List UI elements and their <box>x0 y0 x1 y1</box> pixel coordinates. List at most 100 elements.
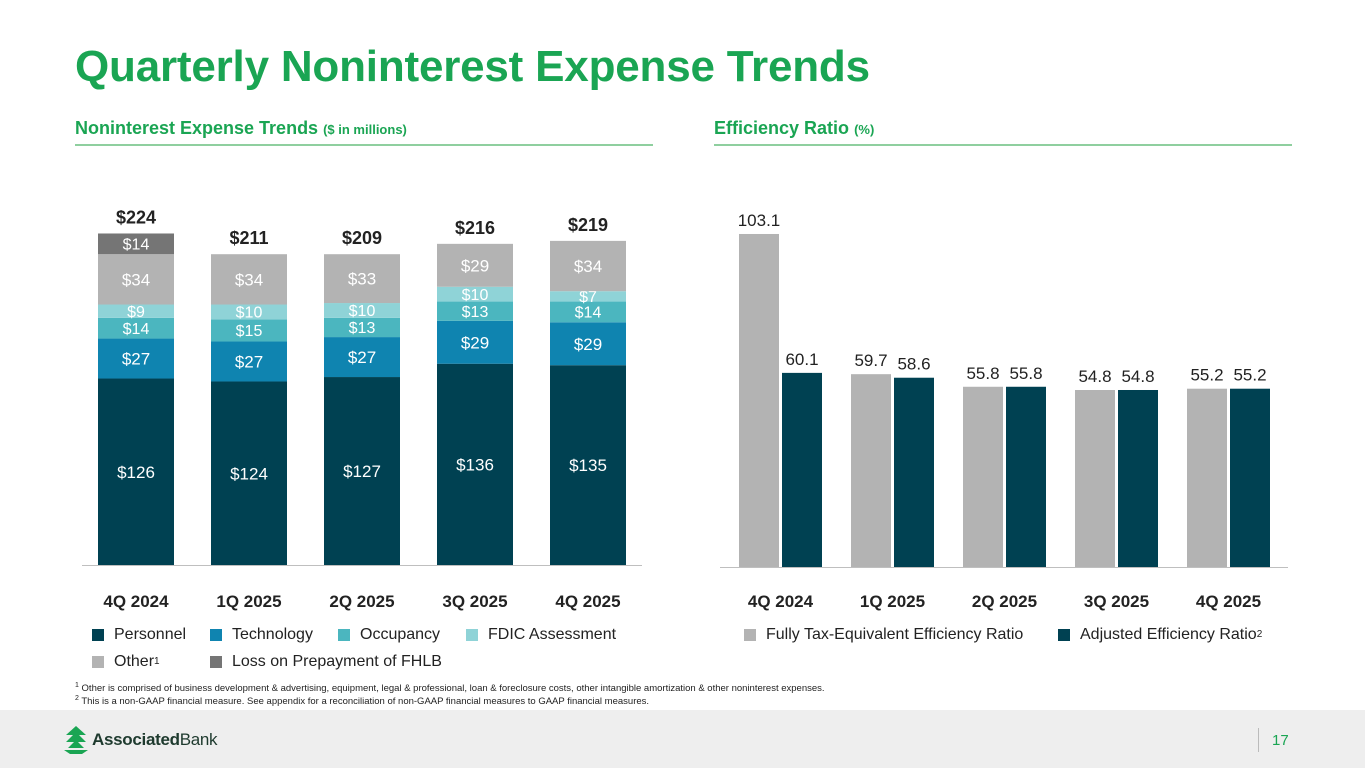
stack-segment-other-4q-2024 <box>98 254 174 305</box>
stack-segment-other-2q-2025 <box>324 254 400 304</box>
total-label-4q-2024: $224 <box>116 207 156 227</box>
legend-swatch-fhlb <box>210 656 222 668</box>
x-tick-right-4q-2024: 4Q 2024 <box>748 592 814 611</box>
segment-label-occupancy-4q-2025: $14 <box>575 305 602 322</box>
segment-label-occupancy-2q-2025: $13 <box>349 320 376 337</box>
x-tick-left-3q-2025: 3Q 2025 <box>442 592 507 611</box>
efficiency-bar-adjusted-efficiency-ratio-2q-2025 <box>1006 386 1046 567</box>
page-number: 17 <box>1272 732 1289 749</box>
stack-segment-fdic-assessment-3q-2025 <box>437 286 513 302</box>
efficiency-label-fully-tax-equivalent-efficiency-ratio-4q-2025: 55.2 <box>1190 366 1223 385</box>
legend-label-occupancy: Occupancy <box>360 626 441 643</box>
left-section-heading-text: Noninterest Expense Trends <box>75 118 319 138</box>
logo-wordmark-light: Bank <box>179 730 218 749</box>
stack-segment-occupancy-2q-2025 <box>324 317 400 338</box>
legend-item-adjusted-efficiency: Adjusted Efficiency Ratio 2 <box>1058 626 1262 644</box>
segment-label-technology-3q-2025: $29 <box>461 333 489 352</box>
efficiency-label-fully-tax-equivalent-efficiency-ratio-1q-2025: 59.7 <box>854 351 887 370</box>
efficiency-bar-adjusted-efficiency-ratio-3q-2025 <box>1118 389 1158 567</box>
stack-segment-fdic-assessment-4q-2024 <box>98 304 174 318</box>
left-section-heading: Noninterest Expense Trends ($ in million… <box>75 118 407 139</box>
legend-item-technology: Technology <box>210 626 313 644</box>
left-section-unit: ($ in millions) <box>323 122 407 137</box>
legend-swatch-fte-efficiency <box>744 629 756 641</box>
stack-segment-personnel-4q-2025 <box>550 365 626 565</box>
legend-label-fhlb: Loss on Prepayment of FHLB <box>232 653 442 670</box>
segment-label-other-4q-2025: $34 <box>574 257 602 276</box>
x-tick-left-4q-2025: 4Q 2025 <box>555 592 620 611</box>
segment-label-other-3q-2025: $29 <box>461 256 489 275</box>
logo-mark-icon <box>64 726 88 754</box>
segment-label-technology-1q-2025: $27 <box>235 353 263 372</box>
stack-segment-personnel-2q-2025 <box>324 377 400 565</box>
stack-segment-loss-on-prepayment-of-fhlb-4q-2024 <box>98 233 174 255</box>
segment-label-fdic-assessment-4q-2025: $7 <box>579 289 597 306</box>
efficiency-label-adjusted-efficiency-ratio-1q-2025: 58.6 <box>897 355 930 374</box>
stack-segment-technology-4q-2024 <box>98 338 174 379</box>
legend-swatch-personnel <box>92 629 104 641</box>
segment-label-other-4q-2024: $34 <box>122 270 150 289</box>
stack-segment-personnel-3q-2025 <box>437 363 513 565</box>
x-tick-left-2q-2025: 2Q 2025 <box>329 592 394 611</box>
segment-label-fdic-assessment-1q-2025: $10 <box>236 305 263 322</box>
legend-label-fte-efficiency: Fully Tax-Equivalent Efficiency Ratio <box>766 626 1024 643</box>
efficiency-bar-fully-tax-equivalent-efficiency-ratio-4q-2024 <box>739 233 779 567</box>
stack-segment-other-4q-2025 <box>550 240 626 292</box>
legend-label-other: Other <box>114 653 155 670</box>
logo-wordmark: AssociatedBank <box>92 730 218 750</box>
legend-item-fdic: FDIC Assessment <box>466 626 616 644</box>
legend-swatch-technology <box>210 629 222 641</box>
right-section-heading-text: Efficiency Ratio <box>714 118 850 138</box>
stack-segment-fdic-assessment-4q-2025 <box>550 291 626 302</box>
efficiency-bar-adjusted-efficiency-ratio-4q-2025 <box>1230 388 1270 567</box>
footnote-2-num: 2 <box>75 694 79 702</box>
stack-segment-technology-3q-2025 <box>437 320 513 364</box>
x-tick-left-1q-2025: 1Q 2025 <box>216 592 281 611</box>
page-title: Quarterly Noninterest Expense Trends <box>75 42 870 91</box>
right-section-heading: Efficiency Ratio (%) <box>714 118 874 139</box>
left-section-rule <box>75 144 653 146</box>
efficiency-bar-fully-tax-equivalent-efficiency-ratio-3q-2025 <box>1075 389 1115 567</box>
efficiency-label-adjusted-efficiency-ratio-4q-2024: 60.1 <box>785 350 818 369</box>
x-tick-right-1q-2025: 1Q 2025 <box>860 592 925 611</box>
legend-label-technology: Technology <box>232 626 313 643</box>
legend-item-personnel: Personnel <box>92 626 186 644</box>
right-section-rule <box>714 144 1292 146</box>
stack-segment-personnel-1q-2025 <box>211 381 287 565</box>
segment-label-fdic-assessment-3q-2025: $10 <box>462 287 489 304</box>
segment-label-other-1q-2025: $34 <box>235 270 263 289</box>
segment-label-personnel-4q-2025: $135 <box>569 456 607 475</box>
legend-swatch-fdic <box>466 629 478 641</box>
footer-bar <box>0 710 1365 768</box>
segment-label-personnel-4q-2024: $126 <box>117 463 155 482</box>
efficiency-bar-adjusted-efficiency-ratio-4q-2024 <box>782 372 822 567</box>
segment-label-occupancy-3q-2025: $13 <box>462 304 489 321</box>
segment-label-occupancy-4q-2024: $14 <box>123 321 150 338</box>
efficiency-label-adjusted-efficiency-ratio-4q-2025: 55.2 <box>1233 366 1266 385</box>
logo-wordmark-bold: Associated <box>92 730 180 749</box>
footnotes: 1 Other is comprised of business develop… <box>75 682 825 708</box>
efficiency-label-fully-tax-equivalent-efficiency-ratio-4q-2024: 103.1 <box>738 211 781 230</box>
stack-segment-technology-2q-2025 <box>324 337 400 378</box>
legend-swatch-other <box>92 656 104 668</box>
segment-label-loss-on-prepayment-of-fhlb-4q-2024: $14 <box>123 237 150 254</box>
efficiency-label-adjusted-efficiency-ratio-3q-2025: 54.8 <box>1121 367 1154 386</box>
segment-label-personnel-1q-2025: $124 <box>230 464 268 483</box>
stack-segment-technology-1q-2025 <box>211 341 287 382</box>
efficiency-bar-fully-tax-equivalent-efficiency-ratio-1q-2025 <box>851 374 891 567</box>
stack-segment-occupancy-4q-2024 <box>98 317 174 339</box>
x-tick-right-3q-2025: 3Q 2025 <box>1084 592 1149 611</box>
segment-label-other-2q-2025: $33 <box>348 270 376 289</box>
x-tick-right-4q-2025: 4Q 2025 <box>1196 592 1261 611</box>
x-tick-left-4q-2024: 4Q 2024 <box>103 592 169 611</box>
stack-segment-technology-4q-2025 <box>550 322 626 366</box>
legend-swatch-adjusted-efficiency <box>1058 629 1070 641</box>
segment-label-personnel-2q-2025: $127 <box>343 462 381 481</box>
right-section-unit: (%) <box>854 122 875 137</box>
stack-segment-other-1q-2025 <box>211 254 287 305</box>
footnote-1-num: 1 <box>75 681 79 689</box>
stack-segment-personnel-4q-2024 <box>98 378 174 565</box>
stack-segment-fdic-assessment-1q-2025 <box>211 304 287 320</box>
total-label-1q-2025: $211 <box>229 228 268 248</box>
